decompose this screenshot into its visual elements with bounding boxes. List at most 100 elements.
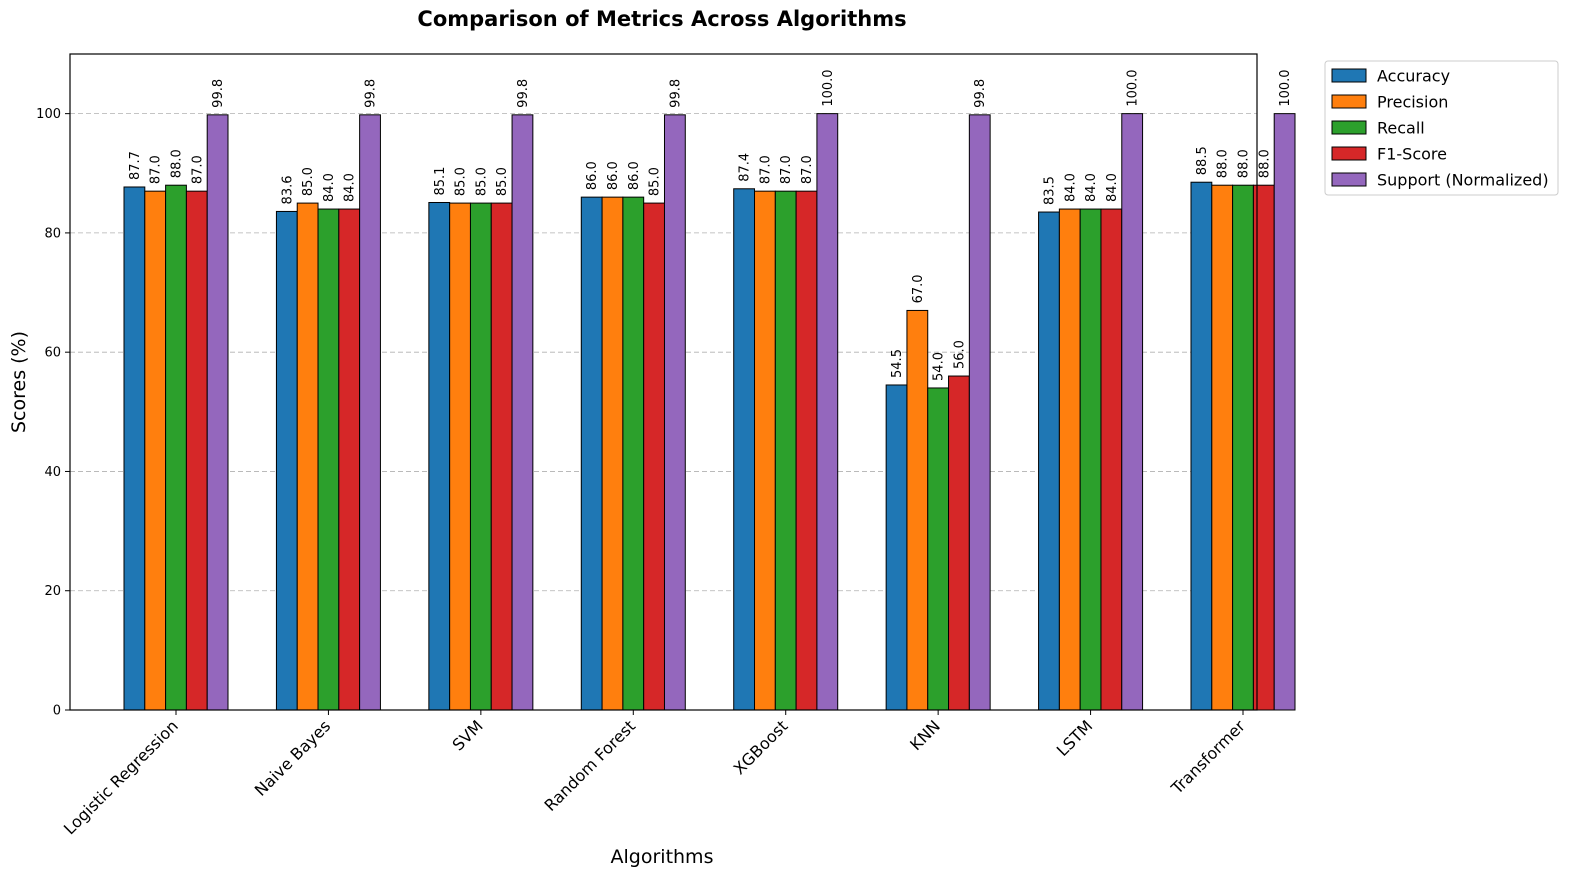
x-tick-label: Random Forest xyxy=(541,716,640,815)
y-tick-label: 80 xyxy=(44,226,61,241)
legend-swatch xyxy=(1331,120,1367,135)
y-tick-label: 0 xyxy=(53,704,61,719)
data-label: 87.0 xyxy=(758,155,773,184)
data-label: 99.8 xyxy=(364,79,379,108)
data-label: 88.0 xyxy=(1257,149,1272,178)
legend-label: Precision xyxy=(1377,93,1448,112)
bar-recall xyxy=(774,190,797,711)
data-label: 83.5 xyxy=(1042,176,1057,205)
data-label: 88.5 xyxy=(1195,146,1210,175)
bar-precision xyxy=(144,190,167,711)
bar-accuracy xyxy=(123,186,146,711)
data-label: 85.0 xyxy=(648,167,663,196)
data-label: 85.0 xyxy=(495,167,510,196)
data-label: 86.0 xyxy=(585,161,600,190)
data-label: 86.0 xyxy=(606,161,621,190)
bar-precision xyxy=(296,202,319,711)
data-label: 84.0 xyxy=(1105,173,1120,202)
data-label: 100.0 xyxy=(821,69,836,106)
data-label: 87.0 xyxy=(800,155,815,184)
y-axis-title: Scores (%) xyxy=(8,331,30,433)
bar-recall xyxy=(622,196,645,711)
bar-precision xyxy=(754,190,776,711)
data-label: 84.0 xyxy=(322,173,337,202)
x-axis: Logistic Regression Naive Bayes SVM Random … xyxy=(60,710,1249,838)
legend-box xyxy=(1324,60,1559,196)
data-label: 87.4 xyxy=(738,153,753,182)
y-axis: 0 20 40 60 80 100 xyxy=(36,107,70,719)
data-label: 88.0 xyxy=(1237,149,1252,178)
data-label: 99.8 xyxy=(516,79,531,108)
y-tick-label: 100 xyxy=(36,107,61,122)
legend-swatch xyxy=(1331,68,1367,83)
bar-f1-score xyxy=(490,202,513,711)
bar-recall xyxy=(1232,184,1254,711)
data-label: 84.0 xyxy=(1063,173,1078,202)
bar-f1-score xyxy=(185,190,208,711)
data-label: 100.0 xyxy=(1126,69,1141,106)
data-label: 54.0 xyxy=(932,352,947,381)
x-tick-label: LSTM xyxy=(1053,716,1097,760)
x-tick-label: Transformer xyxy=(1167,716,1249,798)
legend-label: Accuracy xyxy=(1377,67,1450,86)
bar-support-normalized xyxy=(359,114,381,711)
bar-support-normalized xyxy=(1273,113,1296,711)
bar-accuracy xyxy=(885,384,908,711)
legend: Accuracy Precision Recall F1-Score Support (… xyxy=(1324,60,1559,196)
data-label: 99.8 xyxy=(211,79,226,108)
data-labels: 87.7 83.6 85.1 86.0 87.4 54.5 83.5 88.5 87.0 85.0… xyxy=(128,69,1293,381)
bar-support-normalized xyxy=(663,114,686,711)
bar-precision xyxy=(1211,184,1234,711)
bars xyxy=(123,113,1296,711)
bar-accuracy xyxy=(1190,181,1213,711)
bar-precision xyxy=(1058,208,1081,711)
y-tick-label: 20 xyxy=(44,584,61,599)
data-label: 87.0 xyxy=(149,155,164,184)
data-label: 87.0 xyxy=(190,155,205,184)
legend-label: Recall xyxy=(1377,119,1425,138)
data-label: 85.0 xyxy=(454,167,469,196)
bar-f1-score xyxy=(1100,208,1123,711)
bar-accuracy xyxy=(580,196,603,711)
bar-accuracy xyxy=(1038,211,1060,711)
bar-support-normalized xyxy=(1121,113,1144,711)
bar-f1-score xyxy=(643,202,665,711)
bar-f1-score xyxy=(948,375,970,711)
bar-precision xyxy=(601,196,624,711)
bar-f1-score xyxy=(338,208,361,711)
legend-swatch xyxy=(1331,94,1367,109)
x-tick-label: Logistic Regression xyxy=(60,716,182,838)
data-label: 67.0 xyxy=(911,274,926,303)
legend-swatch xyxy=(1331,172,1367,187)
bar-accuracy xyxy=(428,201,451,711)
legend-swatch xyxy=(1331,146,1367,161)
bar-support-normalized xyxy=(206,114,229,711)
bar-recall xyxy=(1079,208,1102,711)
data-label: 54.5 xyxy=(890,349,905,378)
bar-support-normalized xyxy=(511,114,534,711)
bar-recall xyxy=(165,184,187,711)
bar-precision xyxy=(906,309,929,711)
bar-accuracy xyxy=(275,210,298,711)
data-label: 100.0 xyxy=(1278,69,1293,106)
data-label: 87.7 xyxy=(128,151,143,180)
data-label: 83.6 xyxy=(280,175,295,204)
data-label: 84.0 xyxy=(1084,173,1099,202)
y-tick-label: 60 xyxy=(44,346,61,361)
bar-precision xyxy=(449,202,471,711)
data-label: 99.8 xyxy=(668,79,683,108)
data-label: 86.0 xyxy=(627,161,642,190)
data-label: 88.0 xyxy=(1216,149,1231,178)
data-label: 85.0 xyxy=(301,167,316,196)
data-label: 85.1 xyxy=(433,167,448,196)
data-label: 85.0 xyxy=(474,167,489,196)
y-tick-label: 40 xyxy=(44,465,61,480)
bar-support-normalized xyxy=(816,113,839,711)
data-label: 88.0 xyxy=(170,149,185,178)
bar-accuracy xyxy=(733,188,756,711)
data-label: 56.0 xyxy=(952,340,967,369)
x-tick-label: SVM xyxy=(449,716,487,754)
legend-label: Support (Normalized) xyxy=(1377,171,1549,190)
x-tick-label: KNN xyxy=(906,716,944,754)
